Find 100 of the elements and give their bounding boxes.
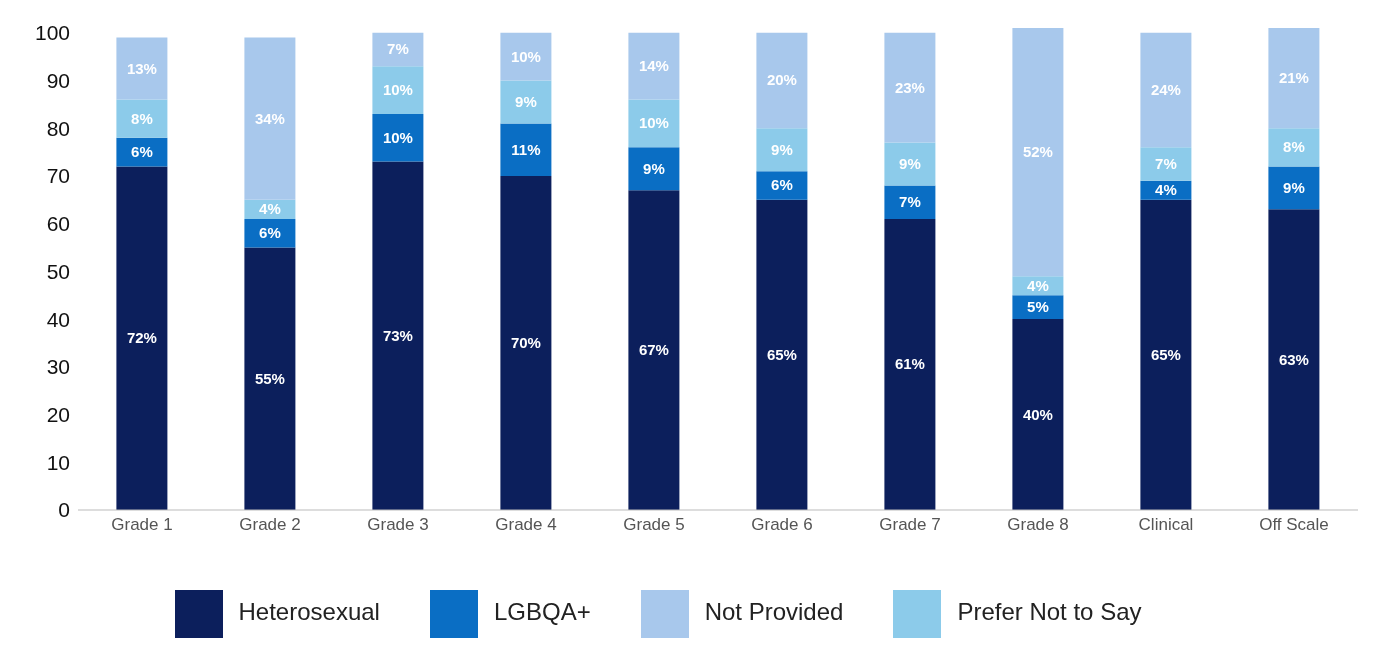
y-tick-label: 80 xyxy=(46,116,70,140)
bar xyxy=(372,32,424,67)
data-label: 7% xyxy=(387,40,409,58)
bar xyxy=(244,247,296,510)
legend-label: LGBQA+ xyxy=(493,598,591,626)
bar xyxy=(500,123,552,176)
data-label: 6% xyxy=(259,224,281,242)
data-label: 9% xyxy=(515,92,537,110)
data-label: 63% xyxy=(1278,350,1309,368)
x-tick-label: Grade 7 xyxy=(879,515,941,535)
bar xyxy=(1012,319,1064,510)
bar xyxy=(884,185,936,219)
data-label: 40% xyxy=(1022,405,1053,423)
bar xyxy=(1268,209,1320,510)
bar xyxy=(628,32,680,100)
bar xyxy=(1268,28,1320,129)
y-tick-label: 50 xyxy=(46,259,70,283)
bar xyxy=(1268,166,1320,210)
data-label: 65% xyxy=(1150,345,1181,363)
bar xyxy=(500,80,552,124)
data-label: 34% xyxy=(254,109,285,127)
data-label: 8% xyxy=(131,109,153,127)
data-label: 5% xyxy=(1027,298,1049,316)
y-tick-label: 100 xyxy=(34,21,70,45)
y-tick-label: 10 xyxy=(46,450,70,474)
x-tick-label: Clinical xyxy=(1138,515,1194,535)
y-tick-label: 0 xyxy=(58,498,70,522)
bar xyxy=(116,37,168,100)
bar xyxy=(1268,128,1320,167)
data-label: 6% xyxy=(131,143,153,161)
bar xyxy=(500,175,552,510)
data-label: 10% xyxy=(382,128,413,146)
data-label: 4% xyxy=(259,200,281,218)
bar xyxy=(500,32,552,81)
y-tick-label: 30 xyxy=(46,355,70,379)
data-label: 10% xyxy=(510,47,541,65)
bar xyxy=(372,161,424,510)
data-label: 67% xyxy=(638,341,669,359)
data-label: 4% xyxy=(1155,181,1177,199)
data-label: 52% xyxy=(1022,143,1053,161)
data-label: 6% xyxy=(771,176,793,194)
data-label: 10% xyxy=(382,81,413,99)
data-label: 24% xyxy=(1150,81,1181,99)
data-label: 10% xyxy=(638,114,669,132)
bar xyxy=(884,218,936,510)
data-label: 9% xyxy=(899,155,921,173)
data-label: 73% xyxy=(382,326,413,344)
data-label: 72% xyxy=(126,329,157,347)
y-tick-label: 60 xyxy=(46,212,70,236)
bar xyxy=(244,37,296,200)
bar xyxy=(756,32,808,129)
x-tick-label: Grade 2 xyxy=(239,515,301,535)
y-tick-label: 20 xyxy=(46,403,70,427)
bar xyxy=(1140,199,1192,510)
x-tick-label: Grade 4 xyxy=(495,515,557,535)
bar xyxy=(756,199,808,510)
data-label: 8% xyxy=(1283,138,1305,156)
bar xyxy=(628,99,680,148)
bar xyxy=(884,142,936,186)
bar xyxy=(756,128,808,172)
data-label: 9% xyxy=(771,140,793,158)
data-label: 20% xyxy=(766,71,797,89)
y-tick-label: 70 xyxy=(46,164,70,188)
data-label: 61% xyxy=(894,355,925,373)
bar xyxy=(116,166,168,510)
data-label: 4% xyxy=(1027,276,1049,294)
data-label: 55% xyxy=(254,369,285,387)
x-tick-label: Grade 8 xyxy=(1007,515,1069,535)
bar xyxy=(884,32,936,143)
data-label: 9% xyxy=(1283,178,1305,196)
bar xyxy=(756,171,808,200)
bar xyxy=(116,99,168,138)
x-tick-label: Off Scale xyxy=(1259,515,1329,535)
x-tick-label: Grade 5 xyxy=(623,515,685,535)
bar xyxy=(1140,147,1192,181)
bar xyxy=(628,147,680,191)
y-tick-label: 40 xyxy=(46,307,70,331)
bar xyxy=(1012,28,1064,277)
data-label: 21% xyxy=(1278,69,1309,87)
y-tick-label: 90 xyxy=(46,68,70,92)
data-label: 23% xyxy=(894,78,925,96)
data-label: 7% xyxy=(899,193,921,211)
data-label: 70% xyxy=(510,333,541,351)
legend-label: Not Provided xyxy=(704,598,844,626)
data-label: 14% xyxy=(638,57,669,75)
data-label: 9% xyxy=(643,159,665,177)
x-tick-label: Grade 6 xyxy=(751,515,813,535)
legend-label: Heterosexual xyxy=(238,598,380,626)
bar xyxy=(1140,32,1192,148)
bar xyxy=(628,190,680,510)
bar xyxy=(372,66,424,114)
legend-label: Prefer Not to Say xyxy=(957,598,1142,626)
x-tick-label: Grade 3 xyxy=(367,515,429,535)
bar xyxy=(372,113,424,162)
data-label: 7% xyxy=(1155,155,1177,173)
data-label: 65% xyxy=(766,345,797,363)
data-label: 13% xyxy=(126,59,157,77)
x-tick-label: Grade 1 xyxy=(111,515,173,535)
data-label: 11% xyxy=(511,140,541,158)
bar xyxy=(244,218,296,248)
